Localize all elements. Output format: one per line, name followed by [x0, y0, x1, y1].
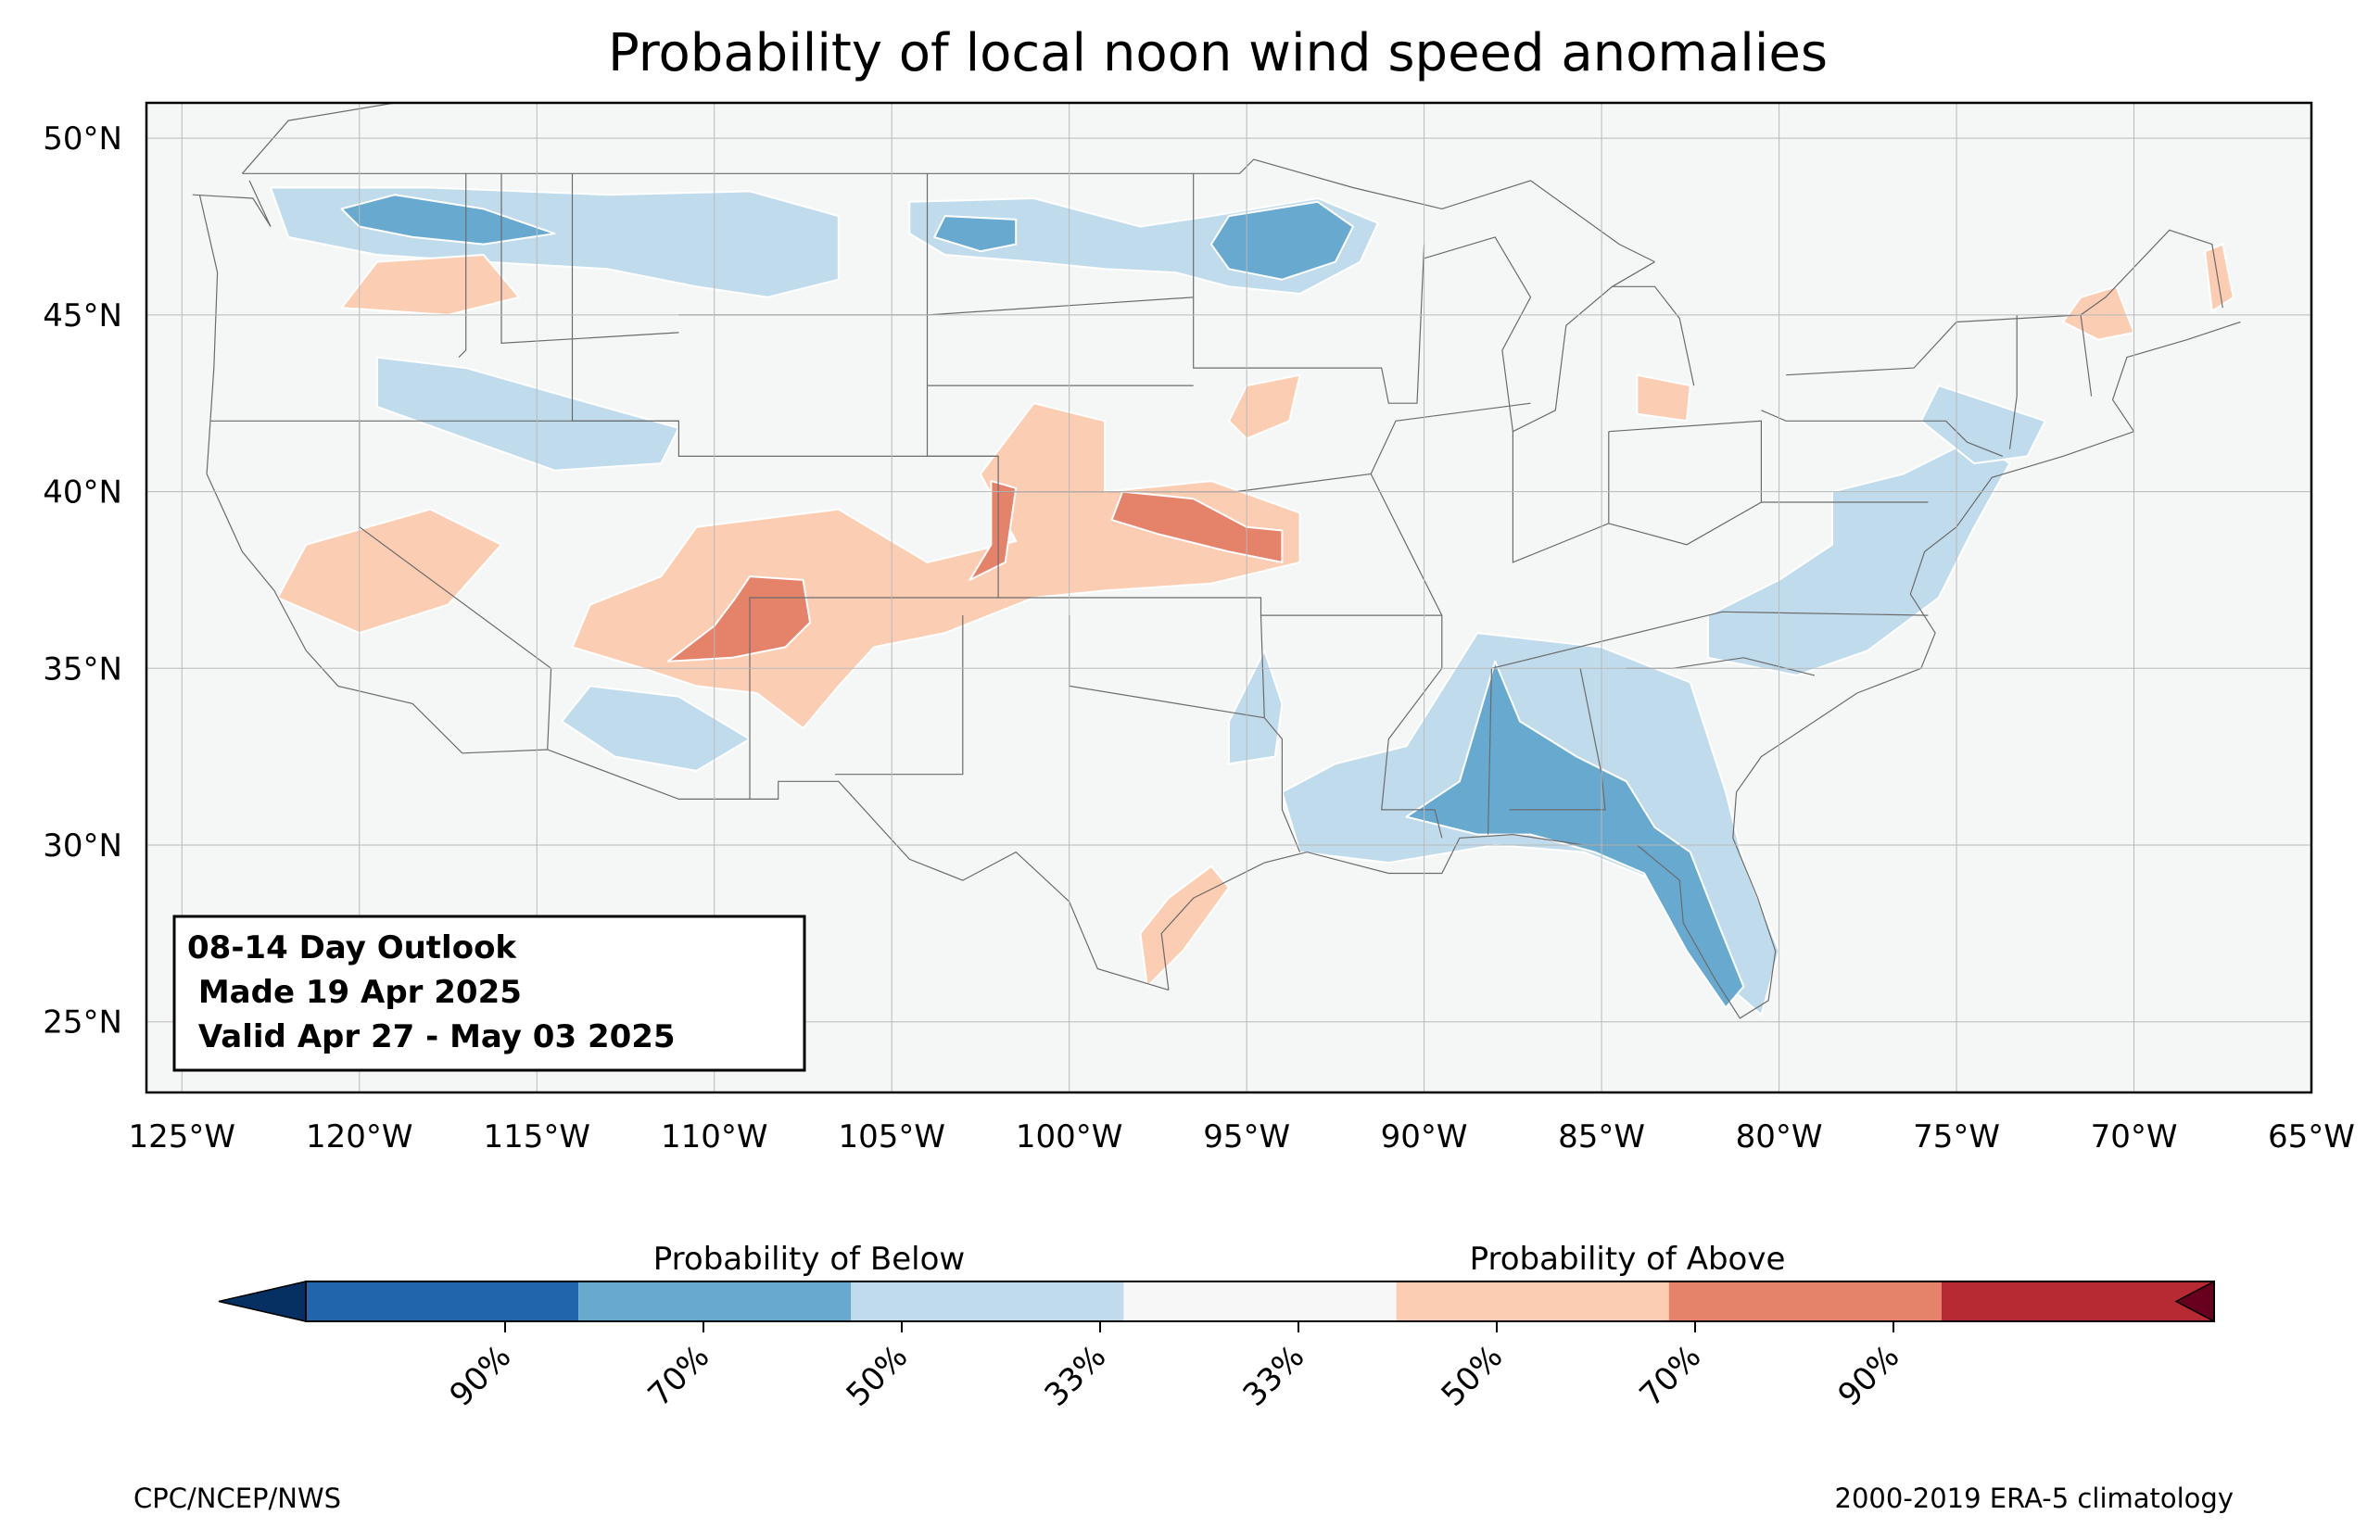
region-above33-17: [1139, 865, 1230, 988]
credit-right: 2000-2019 ERA-5 climatology: [1835, 1483, 2234, 1514]
colorbar-above-label: Probability of Above: [1470, 1241, 1786, 1278]
border-line-18: [1193, 244, 1425, 404]
border-line-10: [926, 314, 999, 457]
border-line-14: [998, 597, 1442, 616]
border-line-33: [2080, 314, 2093, 397]
lon-tick-label: 85°W: [1558, 1118, 1645, 1155]
colorbar-cells: [218, 1280, 2215, 1323]
colorbar: Probability of Below Probability of Abov…: [218, 1241, 2215, 1414]
border-line-1: [198, 195, 463, 754]
region-below50-4: [933, 215, 1018, 253]
map-frame: [145, 101, 2313, 1094]
lon-tick-label: 95°W: [1203, 1118, 1290, 1155]
region-below33-10: [1919, 385, 2046, 465]
outlook-made-date: Made 19 Apr 2025: [187, 974, 522, 1011]
lon-tick-label: 90°W: [1381, 1118, 1468, 1155]
colorbar-tick-label: 33%: [1236, 1338, 1312, 1414]
border-line-35: [1239, 158, 1655, 263]
region-above33-21: [2061, 285, 2135, 341]
colorbar-cell-4: [1123, 1281, 1397, 1321]
lon-tick-label: 105°W: [838, 1118, 945, 1155]
region-above33-20: [1636, 373, 1691, 423]
border-line-31: [1786, 229, 2223, 376]
colorbar-cell-7: [1941, 1281, 2214, 1321]
lat-axis: 50°N 45°N 40°N 35°N 30°N 25°N: [43, 120, 122, 1041]
border-line-30: [1612, 285, 1695, 386]
lon-tick-label: 80°W: [1736, 1118, 1823, 1155]
region-below33-6: [561, 685, 751, 772]
colorbar-tick-label: 90%: [1831, 1338, 1907, 1414]
lat-tick-label: 45°N: [43, 297, 122, 335]
border-line-32: [2008, 314, 2018, 449]
lat-tick-label: 35°N: [43, 650, 122, 688]
border-line-17: [1260, 615, 1301, 852]
credit-left: CPC/NCEP/NWS: [133, 1483, 341, 1514]
border-line-2: [462, 749, 1170, 991]
lat-tick-label: 40°N: [43, 474, 122, 511]
lon-axis: 125°W 120°W 115°W 110°W 105°W 100°W 95°W 90°W 85…: [129, 1118, 2355, 1155]
lon-tick-label: 110°W: [661, 1118, 768, 1155]
colorbar-cell-5: [1396, 1281, 1669, 1321]
colorbar-tick-label: 70%: [641, 1338, 717, 1414]
border-line-20: [1370, 473, 1443, 839]
colorbar-tick-label: 70%: [1633, 1338, 1709, 1414]
outlook-valid-dates: Valid Apr 27 - May 03 2025: [187, 1018, 676, 1055]
region-below33-5: [375, 356, 680, 472]
colorbar-tick-label: 90%: [443, 1338, 519, 1414]
colorbar-cell-1: [306, 1281, 579, 1321]
border-line-19: [1235, 402, 1531, 493]
colorbar-arrow-left: [218, 1281, 307, 1322]
lon-tick-label: 125°W: [129, 1118, 236, 1155]
lon-tick-label: 65°W: [2268, 1118, 2355, 1155]
border-line-36: [192, 180, 272, 227]
page-title: Probability of local noon wind speed ano…: [608, 23, 1828, 83]
lon-tick-label: 70°W: [2091, 1118, 2178, 1155]
lon-tick-label: 120°W: [306, 1118, 413, 1155]
region-above33-22: [2204, 243, 2234, 312]
colorbar-cell-3: [851, 1281, 1124, 1321]
region-below33-11: [1228, 650, 1284, 765]
lon-tick-label: 115°W: [483, 1118, 590, 1155]
colorbar-ticks: 90% 70% 50% 33% 33% 50% 70% 90%: [443, 1321, 1907, 1414]
lon-tick-label: 75°W: [1913, 1118, 2000, 1155]
lon-tick-label: 100°W: [1016, 1118, 1123, 1155]
outlook-box: 08-14 Day Outlook Made 19 Apr 2025 Valid…: [172, 915, 806, 1072]
lat-tick-label: 30°N: [43, 827, 122, 865]
border-line-27: [1761, 410, 2004, 457]
lat-tick-label: 25°N: [43, 1004, 122, 1041]
border-line-34: [241, 103, 501, 174]
colorbar-tick-label: 33%: [1038, 1338, 1114, 1414]
region-above50-15: [968, 480, 1018, 581]
colorbar-frame: [305, 1281, 2215, 1322]
colorbar-cell-6: [1668, 1281, 1942, 1321]
border-line-24: [1491, 611, 1929, 669]
outlook-period: 08-14 Day Outlook: [187, 929, 517, 966]
region-below50-8: [1405, 660, 1745, 1009]
border-line-25: [1512, 431, 1610, 563]
region-above50-16: [1110, 490, 1284, 563]
border-line-8: [500, 173, 679, 345]
lat-tick-label: 50°N: [43, 120, 122, 158]
colorbar-below-label: Probability of Below: [653, 1241, 965, 1278]
state-borders: [192, 103, 2241, 1019]
border-line-29: [1424, 236, 1655, 433]
colorbar-tick-label: 50%: [1435, 1338, 1511, 1414]
border-line-22: [1509, 668, 1606, 811]
graticule: [146, 103, 2311, 1092]
colorbar-cell-2: [578, 1281, 852, 1321]
colorbar-tick-label: 50%: [840, 1338, 916, 1414]
border-line-21: [1488, 668, 1492, 835]
border-line-7: [458, 173, 467, 359]
